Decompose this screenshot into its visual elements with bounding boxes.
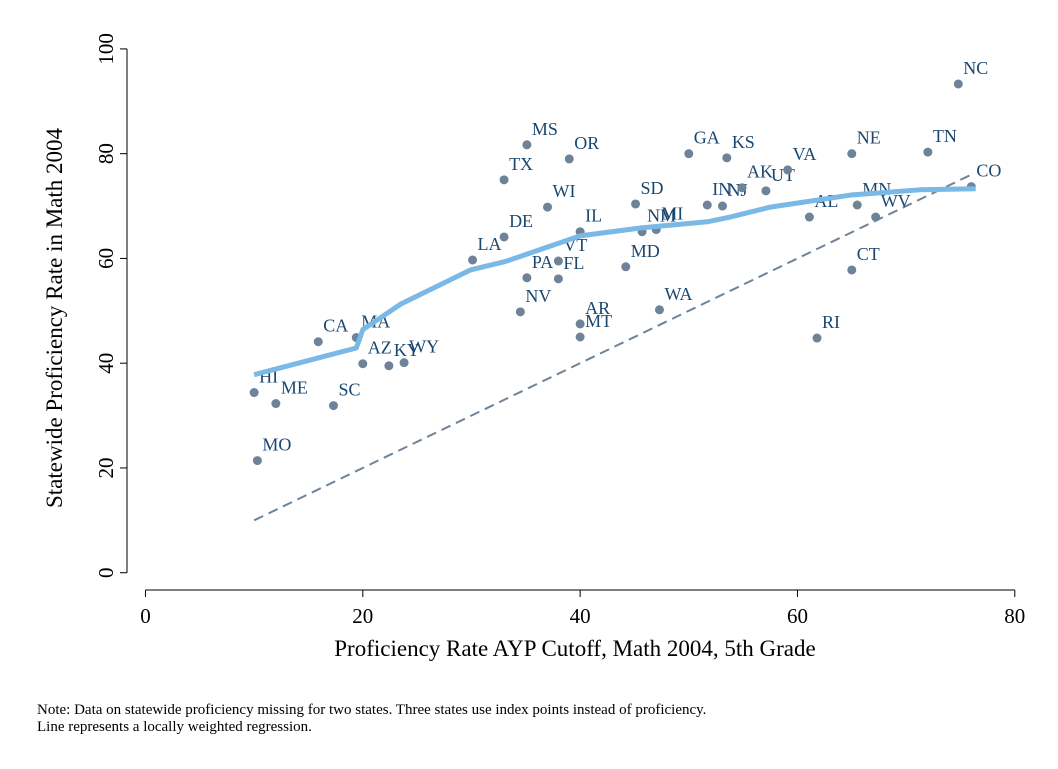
note: Note: Data on statewide proficiency miss… <box>37 702 706 718</box>
point-label: IL <box>585 206 602 226</box>
point-label: WI <box>553 181 576 201</box>
point-label: DE <box>509 211 533 231</box>
point <box>575 332 585 342</box>
x-axis-label: Proficiency Rate AYP Cutoff, Math 2004, … <box>334 636 815 661</box>
point <box>722 153 732 163</box>
y-tick-label: 40 <box>94 353 118 374</box>
point-label: AR <box>585 298 610 318</box>
reference-line <box>253 173 972 522</box>
point <box>522 140 532 150</box>
point-label: GA <box>694 128 720 148</box>
point <box>271 399 281 409</box>
x-tick-label: 80 <box>1004 604 1025 628</box>
point-label: LA <box>478 234 502 254</box>
point-label: TN <box>933 126 957 146</box>
point-label: WA <box>664 284 692 304</box>
point <box>923 147 933 157</box>
point-label: OR <box>574 133 599 153</box>
point <box>871 212 881 222</box>
y-tick-label: 60 <box>94 248 118 269</box>
point <box>847 265 857 275</box>
point-label: RI <box>822 312 840 332</box>
point-label: AK <box>747 162 773 182</box>
x-tick-label: 0 <box>140 604 151 628</box>
y-tick-label: 100 <box>94 33 118 65</box>
point-label: NC <box>963 58 988 78</box>
point <box>631 199 641 209</box>
point <box>564 154 574 164</box>
point-label: SD <box>641 178 664 198</box>
point <box>737 183 747 193</box>
point-label: MS <box>532 119 558 139</box>
point <box>684 149 694 159</box>
point <box>249 388 259 398</box>
x-tick-label: 20 <box>352 604 373 628</box>
point-label: CA <box>323 316 348 336</box>
point-label: PA <box>532 252 553 272</box>
point-label: VA <box>793 144 817 164</box>
note: Line represents a locally weighted regre… <box>37 719 312 735</box>
point <box>522 273 532 283</box>
point <box>399 358 409 368</box>
x-tick-label: 40 <box>570 604 591 628</box>
point <box>468 255 478 265</box>
point <box>783 165 793 175</box>
point-label: MT <box>585 311 612 331</box>
y-axis-label: Statewide Proficiency Rate in Math 2004 <box>42 127 67 508</box>
point-label: NV <box>525 286 551 306</box>
point <box>515 307 525 317</box>
point <box>953 79 963 89</box>
point <box>499 232 509 242</box>
point <box>761 186 771 196</box>
point <box>313 337 323 347</box>
point <box>543 202 553 212</box>
point <box>252 456 262 466</box>
point-label: IN <box>712 179 731 199</box>
point-label: AZ <box>368 338 392 358</box>
point-label: MO <box>262 435 291 455</box>
point <box>702 200 712 210</box>
point <box>847 149 857 159</box>
point-label: WY <box>409 337 439 357</box>
x-tick-label: 60 <box>787 604 808 628</box>
point <box>358 359 368 369</box>
point-label: MD <box>631 241 660 261</box>
y-tick-label: 20 <box>94 457 118 478</box>
y-tick-label: 0 <box>94 567 118 578</box>
point <box>499 175 509 185</box>
point <box>621 262 631 272</box>
point <box>553 256 563 266</box>
point-label: MI <box>661 204 683 224</box>
point <box>654 305 664 315</box>
point-label: CT <box>857 244 880 264</box>
point-label: ME <box>281 378 308 398</box>
point-label: NM <box>647 206 676 226</box>
point-label: KS <box>732 132 755 152</box>
point-label: WV <box>881 191 911 211</box>
point-label: KY <box>394 340 420 360</box>
point-label: SC <box>338 380 360 400</box>
point <box>852 200 862 210</box>
y-tick-label: 80 <box>94 143 118 164</box>
point <box>575 319 585 329</box>
lowess-line <box>253 186 976 378</box>
point <box>384 361 394 371</box>
point-label: TX <box>509 154 533 174</box>
point <box>553 274 563 284</box>
point-label: CO <box>976 161 1001 181</box>
point <box>812 333 822 343</box>
point <box>717 201 727 211</box>
point-label: NE <box>857 128 881 148</box>
point <box>328 401 338 411</box>
point <box>804 212 814 222</box>
point-label: FL <box>563 253 584 273</box>
